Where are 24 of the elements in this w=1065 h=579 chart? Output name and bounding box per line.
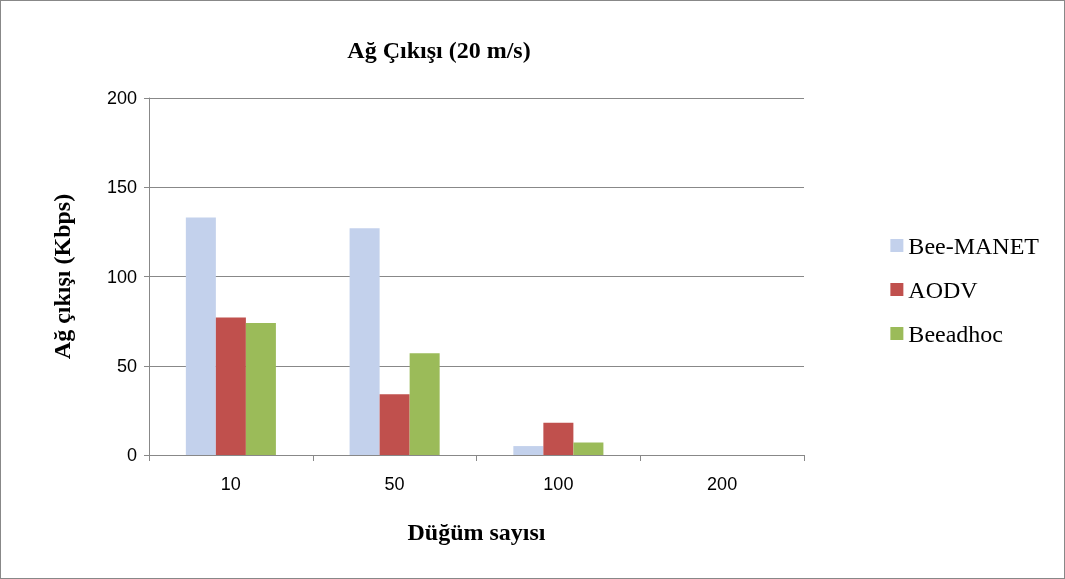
x-tick-label: 200 xyxy=(707,474,738,494)
bar xyxy=(409,353,440,455)
bar xyxy=(349,228,380,455)
y-tick-label: 200 xyxy=(106,88,137,108)
chart-title: Ağ Çıkışı (20 m/s) xyxy=(347,37,531,63)
bar xyxy=(215,317,246,455)
bar xyxy=(185,217,216,455)
y-tick-label: 150 xyxy=(106,177,137,198)
y-axis-title: Ağ çıkışı (Kbps) xyxy=(49,193,75,360)
x-tick-label: 50 xyxy=(384,474,405,494)
legend-label: Beeadhoc xyxy=(908,320,1003,347)
bar xyxy=(379,394,410,455)
bar xyxy=(573,442,604,455)
x-axis-title: Düğüm sayısı xyxy=(407,519,546,545)
bar xyxy=(543,422,574,455)
y-tick-label: 100 xyxy=(106,266,137,287)
bar xyxy=(245,322,276,455)
legend-label: AODV xyxy=(908,276,979,303)
x-tick-label: 10 xyxy=(220,474,241,494)
legend-label: Bee-MANET xyxy=(908,232,1040,259)
x-tick-label: 100 xyxy=(543,474,574,494)
y-tick-label: 0 xyxy=(126,445,137,465)
bar xyxy=(513,446,544,455)
y-tick-label: 50 xyxy=(116,355,137,376)
